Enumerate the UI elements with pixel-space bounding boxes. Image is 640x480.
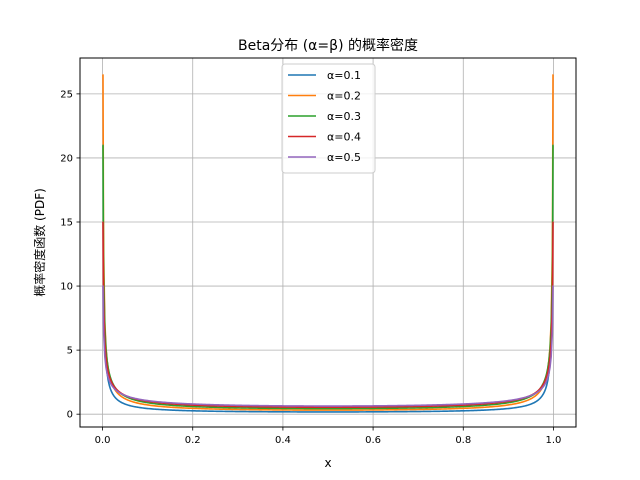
x-tick-label: 0.2: [185, 435, 201, 446]
legend-label-4: α=0.4: [327, 131, 361, 144]
y-tick-label: 15: [60, 218, 73, 229]
x-tick-label: 0.6: [365, 435, 381, 446]
y-axis-label: 概率密度函数 (PDF): [32, 188, 47, 297]
x-tick-label: 1.0: [546, 435, 562, 446]
y-tick-label: 0: [67, 410, 73, 421]
x-axis-label: x: [324, 456, 331, 470]
series-line-2: [101, 73, 555, 411]
legend-label-5: α=0.5: [327, 151, 361, 164]
plot-frame: [79, 57, 577, 428]
series-lines: [101, 73, 555, 413]
series-line-4: [101, 221, 555, 409]
series-line-1: [101, 285, 555, 413]
legend: α=0.1 α=0.2 α=0.3 α=0.4 α=0.5: [281, 63, 376, 174]
y-tick-label: 10: [60, 282, 73, 293]
x-tick-label: 0.0: [95, 435, 111, 446]
x-tick-label: 0.8: [455, 435, 471, 446]
legend-label-2: α=0.2: [327, 90, 361, 103]
legend-label-3: α=0.3: [327, 110, 361, 123]
x-tick-label: 0.4: [275, 435, 291, 446]
y-tick-label: 25: [60, 89, 73, 100]
series-line-3: [101, 144, 555, 410]
y-axis-ticks: 0 5 10 15 20 25: [60, 89, 80, 421]
y-tick-label: 20: [60, 153, 73, 164]
legend-label-1: α=0.1: [327, 69, 361, 82]
series-line-5: [101, 285, 555, 407]
chart-title: Beta分布 (α=β) 的概率密度: [238, 37, 418, 54]
legend-box: [281, 63, 376, 174]
y-tick-label: 5: [67, 346, 73, 357]
x-axis-ticks: 0.0 0.2 0.4 0.6 0.8 1.0: [95, 427, 562, 446]
